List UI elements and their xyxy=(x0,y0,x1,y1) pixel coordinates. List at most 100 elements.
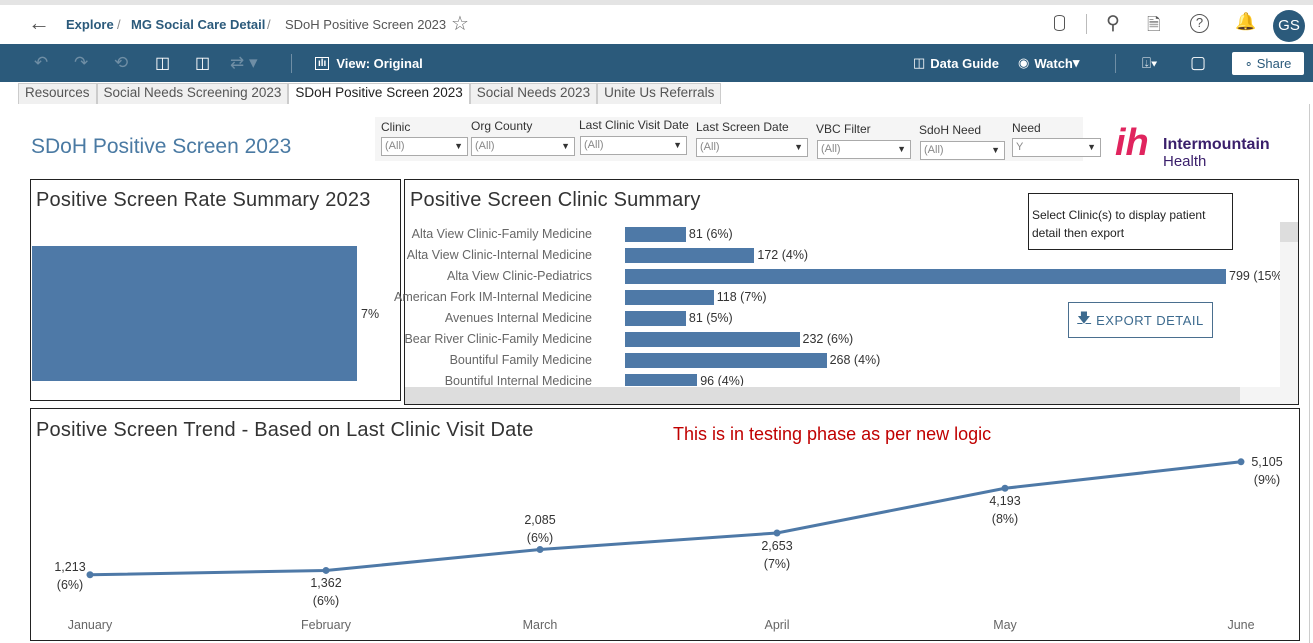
x-axis-label: March xyxy=(522,618,558,632)
intermountain-logo: ih Intermountain Health xyxy=(1115,120,1285,170)
breadcrumb-sep: / xyxy=(117,17,121,32)
clinic-bar[interactable] xyxy=(625,290,714,305)
trend-value: 2,085 xyxy=(524,513,556,528)
share-button[interactable]: ∘ Share xyxy=(1232,52,1304,75)
trend-title: Positive Screen Trend - Based on Last Cl… xyxy=(36,419,534,441)
clinic-label: Alta View Clinic-Family Medicine xyxy=(411,227,592,241)
clinic-summary-panel xyxy=(404,179,1299,405)
logo-mark-icon: ih xyxy=(1115,122,1149,164)
trend-point[interactable] xyxy=(773,529,781,537)
revert-icon[interactable]: ⟲ xyxy=(114,53,129,72)
trend-line xyxy=(89,460,1242,577)
filter-dropdown[interactable]: Y ▼ xyxy=(1012,138,1101,157)
clinic-bar[interactable] xyxy=(625,374,698,386)
clinic-value-label: 799 (15% xyxy=(1229,269,1280,283)
rate-summary-bar[interactable] xyxy=(32,246,357,381)
clinic-value-label: 118 (7%) xyxy=(716,290,767,304)
filter-dropdown[interactable]: (All) ▼ xyxy=(381,137,468,156)
trend-data-label: 2,653 (7%) xyxy=(742,537,812,573)
clinic-select-note: Select Clinic(s) to display patient deta… xyxy=(1028,193,1233,250)
custom-views-icon[interactable]: 🗎 xyxy=(1147,15,1161,34)
clinic-label: Avenues Internal Medicine xyxy=(444,311,592,325)
clinic-bar[interactable] xyxy=(625,269,1226,284)
undo-icon[interactable]: ↶ xyxy=(34,53,49,72)
star-icon[interactable]: ☆ xyxy=(451,13,469,35)
trend-point[interactable] xyxy=(322,566,330,574)
chevron-down-icon: ▼ xyxy=(454,141,463,151)
trend-data-label: 4,193 (8%) xyxy=(970,492,1040,528)
top-nav: ← Explore / MG Social Care Detail / SDoH… xyxy=(0,0,1313,44)
clinic-value-label: 96 (4%) xyxy=(700,374,744,386)
export-label: EXPORT DETAIL xyxy=(1096,312,1204,328)
clinic-bar[interactable] xyxy=(625,311,686,326)
filter-dropdown[interactable]: (All) ▼ xyxy=(696,138,808,157)
tab-unite-us-referrals[interactable]: Unite Us Referrals xyxy=(597,83,722,104)
clinic-value-label: 81 (5%) xyxy=(688,311,733,325)
tab-resources[interactable]: Resources xyxy=(18,83,97,104)
tab-social-needs-screening[interactable]: Social Needs Screening 2023 xyxy=(96,83,289,104)
rate-summary-value: 7% xyxy=(361,307,380,321)
vertical-scrollbar[interactable] xyxy=(1280,222,1298,387)
tab-sdoh-positive-screen[interactable]: SDoH Positive Screen 2023 xyxy=(288,83,470,104)
scrollbar-thumb[interactable] xyxy=(1280,222,1298,242)
eye-icon: ◉ xyxy=(1018,55,1030,70)
chevron-down-icon: ▼ xyxy=(561,141,570,151)
chevron-down-icon: ▼ xyxy=(673,140,682,150)
watch-button[interactable]: ◉ Watch ▾ xyxy=(1018,55,1080,71)
search-icon[interactable]: ⚲ xyxy=(1106,13,1120,34)
help-icon[interactable]: ? xyxy=(1190,14,1209,33)
download-icon: 🡇 xyxy=(1077,310,1092,325)
filter-value: (All) xyxy=(924,144,944,156)
avatar[interactable]: GS xyxy=(1273,10,1305,42)
filter-dropdown[interactable]: (All) ▼ xyxy=(817,140,911,159)
share-icon: ∘ xyxy=(1244,55,1253,71)
clinic-bar[interactable] xyxy=(625,248,755,263)
clinic-value-label: 232 (6%) xyxy=(802,332,854,346)
clinic-bar[interactable] xyxy=(625,332,800,347)
fullscreen-icon[interactable]: ▢ xyxy=(1190,53,1207,72)
trend-data-label: 5,105 (9%) xyxy=(1219,453,1289,489)
filter-dropdown[interactable]: (All) ▼ xyxy=(580,136,687,155)
export-detail-button[interactable]: 🡇 EXPORT DETAIL xyxy=(1068,302,1213,338)
refresh-data-icon[interactable]: ◫ xyxy=(155,55,171,72)
trend-point[interactable] xyxy=(1001,484,1009,492)
breadcrumb-workbook[interactable]: MG Social Care Detail xyxy=(131,17,266,32)
trend-pct: (8%) xyxy=(991,512,1019,527)
clinic-value-label: 172 (4%) xyxy=(757,248,809,262)
trend-point[interactable] xyxy=(536,545,544,553)
trend-pct: (9%) xyxy=(1253,472,1281,487)
data-source-icon[interactable] xyxy=(1054,15,1065,31)
trend-point[interactable] xyxy=(1237,458,1245,466)
pause-updates-icon[interactable]: ◫ xyxy=(195,55,211,72)
data-guide-button[interactable]: ◫ Data Guide xyxy=(913,44,999,82)
trend-point[interactable] xyxy=(86,571,94,579)
horizontal-scrollbar[interactable] xyxy=(405,387,1298,404)
filter-value: (All) xyxy=(700,141,720,153)
view-button[interactable]: ılı View: Original xyxy=(315,44,423,82)
clinic-bar[interactable] xyxy=(625,227,686,242)
filter-dropdown[interactable]: (All) ▼ xyxy=(471,137,575,156)
back-arrow-icon[interactable]: ← xyxy=(28,10,50,35)
logo-text: Health xyxy=(1163,153,1207,170)
trend-pct: (6%) xyxy=(56,577,84,592)
trend-value: 4,193 xyxy=(989,494,1021,509)
trend-value: 1,362 xyxy=(310,576,342,591)
x-axis-label: April xyxy=(764,618,790,632)
replay-icon[interactable]: ⇄ ▾ xyxy=(230,53,258,72)
clinic-summary-title: Positive Screen Clinic Summary xyxy=(410,189,701,211)
clinic-bar[interactable] xyxy=(625,353,827,368)
tab-social-needs[interactable]: Social Needs 2023 xyxy=(469,83,598,104)
breadcrumb-explore[interactable]: Explore xyxy=(66,17,114,32)
x-axis-label: February xyxy=(300,618,352,632)
download-icon[interactable]: ⍗▾ xyxy=(1142,54,1158,72)
trend-data-label: 1,213 (6%) xyxy=(35,558,105,594)
data-guide-label: Data Guide xyxy=(930,55,999,71)
filter-dropdown[interactable]: (All) ▼ xyxy=(920,141,1005,160)
scrollbar-thumb[interactable] xyxy=(405,387,1240,404)
filter-value: Y xyxy=(1016,141,1024,153)
x-axis-label: June xyxy=(1227,618,1255,632)
bell-icon[interactable]: 🔔 xyxy=(1235,12,1257,31)
redo-icon[interactable]: ↷ xyxy=(74,53,89,72)
filter-label: Last Clinic Visit Date xyxy=(579,118,689,132)
clinic-label: American Fork IM-Internal Medicine xyxy=(394,290,592,304)
